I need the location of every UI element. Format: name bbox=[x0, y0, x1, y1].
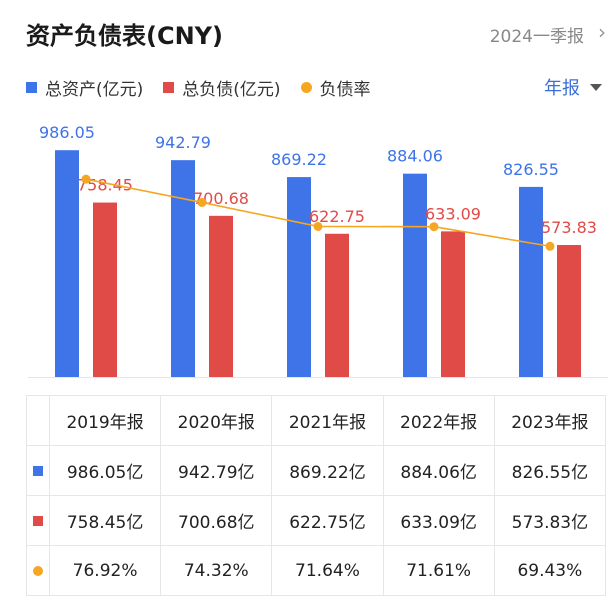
row-marker-cell bbox=[26, 495, 50, 546]
header: 资产负债表(CNY) 2024一季报 › bbox=[0, 0, 616, 70]
legend: 总资产(亿元) 总负债(亿元) 负债率 bbox=[26, 74, 391, 100]
bar-total-assets[interactable] bbox=[519, 186, 543, 377]
period-link[interactable]: 2024一季报 bbox=[489, 27, 584, 47]
data-table: 2019年报 2020年报 2021年报 2022年报 2023年报 986.05亿 942… bbox=[26, 395, 607, 596]
column-header: 2023年报 bbox=[493, 395, 607, 446]
table-cell: 758.45亿 bbox=[48, 495, 162, 546]
table-row: 758.45亿 700.68亿 622.75亿 633.09亿 573.83亿 bbox=[26, 495, 607, 546]
caret-down-icon[interactable] bbox=[590, 84, 602, 91]
bar-total-liabilities[interactable] bbox=[557, 245, 581, 377]
bar-value-label: 826.55 bbox=[503, 160, 559, 179]
column-header: 2020年报 bbox=[160, 395, 273, 446]
debt-ratio-point[interactable] bbox=[197, 197, 207, 207]
legend-swatch bbox=[300, 81, 312, 93]
table-row: 76.92% 74.32% 71.64% 71.61% 69.43% bbox=[26, 545, 607, 596]
circle-marker-icon bbox=[33, 565, 43, 576]
bar-line-chart: 986.05758.45942.79700.68869.22622.75884.… bbox=[28, 123, 608, 378]
table-row: 986.05亿 942.79亿 869.22亿 884.06亿 826.55亿 bbox=[26, 445, 607, 496]
legend-item-total-assets[interactable]: 总资产(亿元) bbox=[26, 75, 143, 100]
bar-total-assets[interactable] bbox=[403, 173, 427, 377]
legend-item-debt-ratio[interactable]: 负债率 bbox=[300, 75, 371, 100]
frequency-selector[interactable]: 年报 bbox=[544, 78, 580, 99]
legend-label: 总负债(亿元) bbox=[182, 79, 281, 100]
bar-total-liabilities[interactable] bbox=[325, 233, 349, 377]
table-cell: 633.09亿 bbox=[382, 495, 495, 546]
table-cell: 869.22亿 bbox=[271, 445, 384, 496]
legend-label: 负债率 bbox=[319, 79, 371, 100]
table-cell: 71.61% bbox=[382, 545, 495, 596]
debt-ratio-point[interactable] bbox=[81, 174, 91, 184]
row-marker-cell bbox=[26, 545, 50, 596]
bar-value-label: 573.83 bbox=[541, 218, 597, 237]
table-cell: 942.79亿 bbox=[160, 445, 273, 496]
bar-value-label: 622.75 bbox=[309, 207, 365, 226]
row-marker-cell bbox=[26, 445, 50, 496]
table-cell: 622.75亿 bbox=[271, 495, 384, 546]
table-cell: 826.55亿 bbox=[493, 445, 607, 496]
column-header: 2021年报 bbox=[271, 395, 384, 446]
chevron-right-icon[interactable]: › bbox=[598, 20, 606, 44]
table-cell: 71.64% bbox=[271, 545, 384, 596]
bar-value-label: 884.06 bbox=[387, 147, 443, 166]
column-header: 2019年报 bbox=[48, 395, 162, 446]
column-header: 2022年报 bbox=[382, 395, 495, 446]
table-corner-cell bbox=[26, 395, 50, 446]
debt-ratio-point[interactable] bbox=[545, 241, 555, 251]
bar-value-label: 986.05 bbox=[39, 123, 95, 142]
bar-total-liabilities[interactable] bbox=[93, 202, 117, 377]
legend-label: 总资产(亿元) bbox=[45, 79, 144, 100]
bar-total-liabilities[interactable] bbox=[441, 231, 465, 377]
bar-total-assets[interactable] bbox=[55, 150, 79, 377]
bar-total-assets[interactable] bbox=[171, 160, 195, 377]
table-cell: 69.43% bbox=[493, 545, 607, 596]
table-cell: 573.83亿 bbox=[493, 495, 607, 546]
bar-value-label: 942.79 bbox=[155, 133, 211, 152]
table-cell: 884.06亿 bbox=[382, 445, 495, 496]
legend-item-total-liabilities[interactable]: 总负债(亿元) bbox=[163, 75, 281, 100]
debt-ratio-point[interactable] bbox=[313, 221, 323, 231]
bar-total-liabilities[interactable] bbox=[209, 215, 233, 377]
square-marker-icon bbox=[33, 465, 43, 476]
bar-value-label: 633.09 bbox=[425, 204, 481, 223]
table-cell: 76.92% bbox=[48, 545, 162, 596]
square-marker-icon bbox=[33, 515, 43, 526]
debt-ratio-point[interactable] bbox=[429, 222, 439, 232]
legend-swatch bbox=[163, 81, 175, 93]
bar-total-assets[interactable] bbox=[287, 177, 311, 377]
table-cell: 700.68亿 bbox=[160, 495, 273, 546]
legend-swatch bbox=[26, 81, 37, 93]
bar-value-label: 869.22 bbox=[271, 150, 327, 169]
page-title: 资产负债表(CNY) bbox=[26, 22, 224, 50]
table-cell: 74.32% bbox=[160, 545, 273, 596]
table-header-row: 2019年报 2020年报 2021年报 2022年报 2023年报 bbox=[26, 395, 607, 446]
table-cell: 986.05亿 bbox=[48, 445, 162, 496]
